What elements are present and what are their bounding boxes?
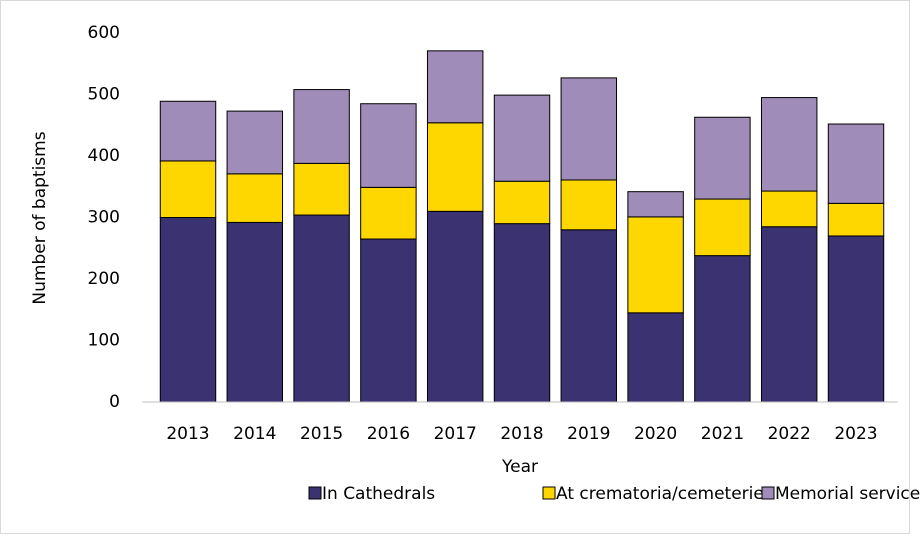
y-tick-label: 500 xyxy=(88,85,120,105)
bar-segment xyxy=(226,173,284,223)
bar-segment xyxy=(293,89,350,164)
bar-segment xyxy=(827,123,885,204)
bar-segment xyxy=(226,110,284,175)
bar-segment xyxy=(426,50,484,124)
x-tick-label: 2022 xyxy=(768,424,811,444)
legend-label: In Cathedrals xyxy=(322,484,435,504)
bar-segment xyxy=(760,97,818,192)
bar-segment xyxy=(159,217,217,403)
x-tick-label: 2016 xyxy=(367,424,410,444)
x-tick-label: 2014 xyxy=(233,424,276,444)
bar-segment xyxy=(627,216,684,314)
bar-segment xyxy=(159,160,217,218)
y-tick-label: 300 xyxy=(88,208,120,228)
bar-segment xyxy=(827,235,885,403)
bar-segment xyxy=(760,190,818,228)
y-tick-label: 0 xyxy=(109,392,120,412)
y-tick-label: 200 xyxy=(88,269,120,289)
bar-segment xyxy=(360,238,417,403)
x-tick-label: 2013 xyxy=(166,424,209,444)
y-tick-label: 400 xyxy=(88,146,120,166)
bar-segment xyxy=(694,198,751,257)
bar-segment xyxy=(360,103,417,188)
x-tick-label: 2017 xyxy=(434,424,477,444)
bar-segment xyxy=(360,186,417,240)
bar-segment xyxy=(426,122,484,212)
legend-label: At crematoria/cemeteries xyxy=(556,484,773,504)
bar-segment xyxy=(760,226,818,403)
legend-swatch xyxy=(308,486,322,500)
x-tick-label: 2023 xyxy=(834,424,877,444)
bar-segment xyxy=(560,77,618,181)
bar-segment xyxy=(226,221,284,403)
legend-swatch xyxy=(761,486,775,500)
y-axis-label: Number of baptisms xyxy=(30,131,50,304)
bar-segment xyxy=(827,202,885,237)
bar-segment xyxy=(694,116,751,200)
bar-segment xyxy=(159,100,217,162)
y-tick-label: 100 xyxy=(88,331,120,351)
bar-segment xyxy=(493,180,551,225)
legend-label: Memorial services xyxy=(775,484,921,504)
x-tick-label: 2015 xyxy=(300,424,343,444)
bar-segment xyxy=(493,223,551,403)
bar-segment xyxy=(694,255,751,403)
bar-segment xyxy=(560,179,618,231)
x-tick-label: 2021 xyxy=(701,424,744,444)
x-tick-label: 2020 xyxy=(634,424,677,444)
bar-segment xyxy=(627,312,684,403)
bar-segment xyxy=(493,94,551,182)
bar-segment xyxy=(627,191,684,218)
y-tick-label: 600 xyxy=(88,23,120,43)
x-tick-label: 2019 xyxy=(567,424,610,444)
bar-segment xyxy=(426,210,484,403)
x-axis-label: Year xyxy=(501,457,538,477)
legend-swatch xyxy=(542,486,556,500)
bar-segment xyxy=(560,229,618,403)
x-tick-label: 2018 xyxy=(500,424,543,444)
bar-segment xyxy=(293,214,350,403)
bar-segment xyxy=(293,162,350,216)
